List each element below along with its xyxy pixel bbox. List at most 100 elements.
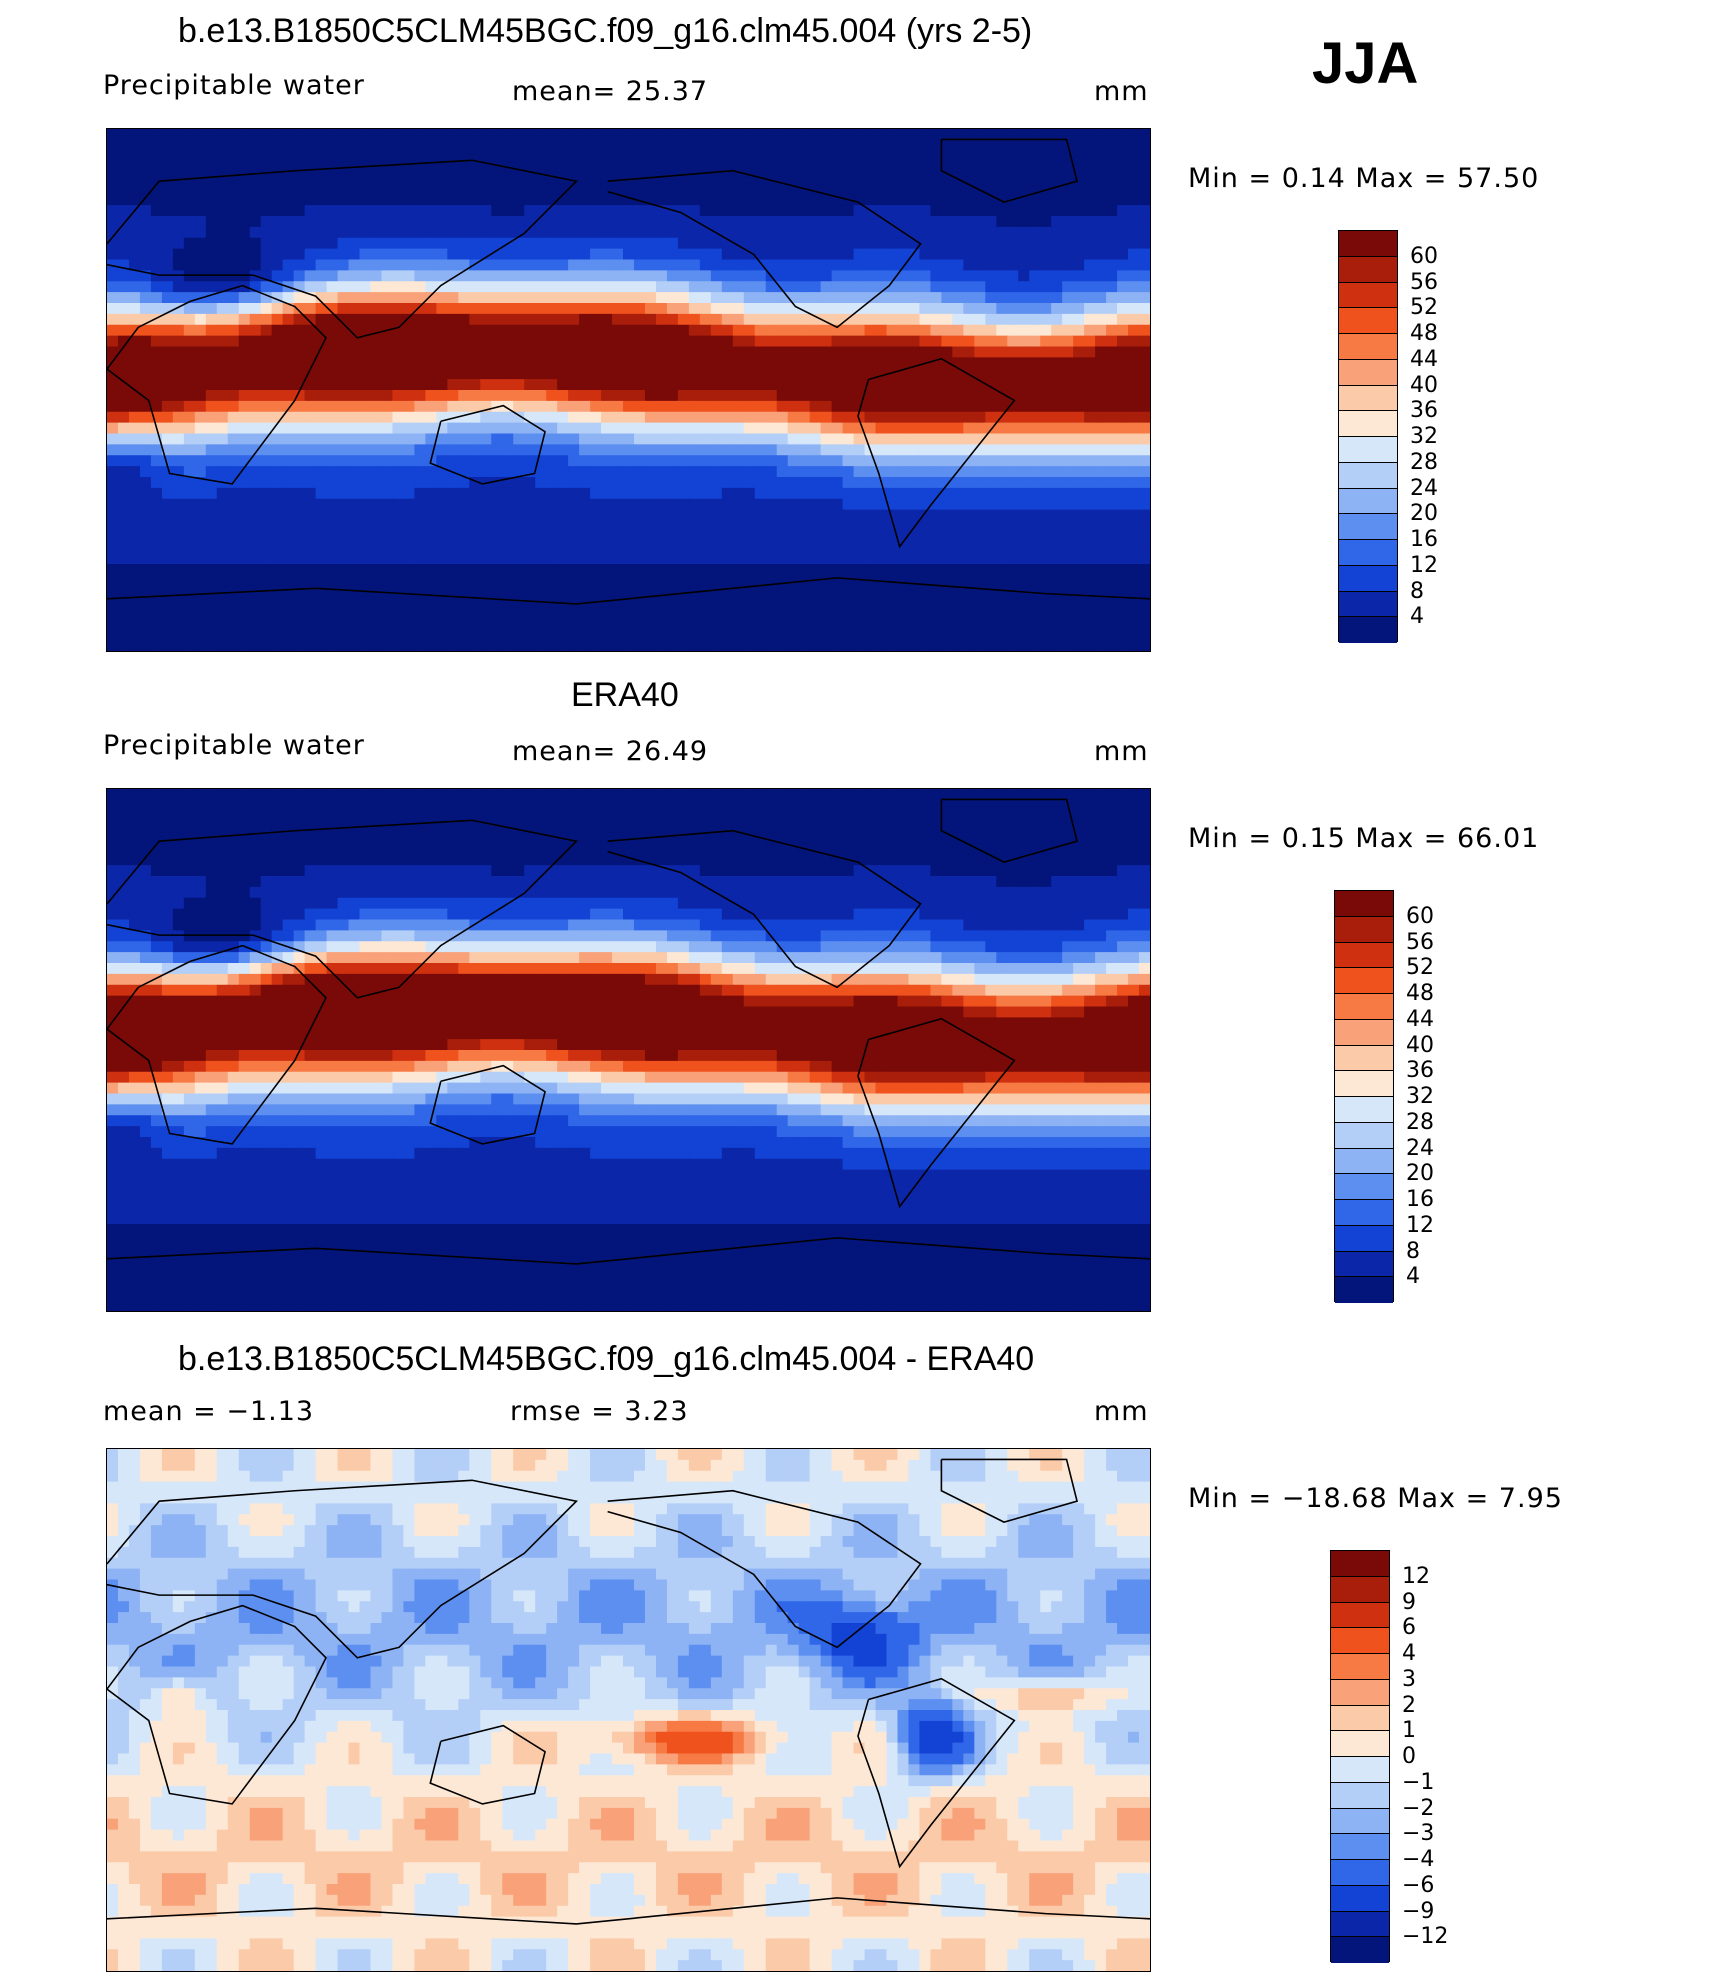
field-cell — [161, 821, 174, 834]
field-cell — [897, 292, 910, 304]
field-cell — [392, 183, 405, 195]
field-cell — [1117, 400, 1129, 413]
field-cell — [107, 335, 119, 348]
field-cell — [633, 629, 646, 641]
field-cell — [820, 520, 833, 532]
field-cell — [776, 629, 789, 641]
field-cell — [260, 161, 273, 174]
field-cell — [809, 172, 822, 184]
field-cell — [974, 161, 986, 174]
field-cell — [1018, 574, 1030, 587]
field-cell — [875, 564, 888, 576]
field-cell — [183, 357, 196, 369]
field-cell — [677, 411, 690, 424]
field-cell — [985, 292, 997, 304]
field-cell — [864, 237, 877, 250]
field-cell — [1106, 574, 1118, 587]
field-cell — [513, 194, 525, 206]
field-cell — [425, 422, 437, 435]
field-cell — [1062, 357, 1074, 369]
field-cell — [282, 161, 295, 174]
field-cell — [688, 433, 701, 445]
field-cell — [996, 542, 1008, 554]
field-cell — [732, 520, 745, 532]
field-cell — [897, 215, 910, 228]
field-cell — [612, 313, 624, 326]
field-cell — [469, 789, 481, 801]
field-cell — [930, 346, 942, 358]
field-cell — [1062, 270, 1074, 282]
field-cell — [557, 161, 569, 174]
field-cell — [480, 324, 492, 337]
field-cell — [150, 487, 163, 500]
field-cell — [963, 640, 975, 651]
field-cell — [150, 585, 163, 598]
field-cell — [172, 357, 185, 369]
field-cell — [480, 574, 492, 587]
field-cell — [469, 390, 481, 402]
field-cell — [623, 368, 635, 380]
field-cell — [326, 281, 339, 293]
field-cell — [644, 509, 657, 522]
field-cell — [919, 292, 932, 304]
field-cell — [820, 313, 833, 326]
field-cell — [985, 455, 997, 467]
field-cell — [1095, 183, 1107, 195]
field-cell — [677, 466, 690, 478]
field-cell — [820, 215, 833, 228]
field-cell — [754, 629, 767, 641]
field-cell — [172, 129, 185, 141]
field-cell — [403, 215, 416, 228]
field-cell — [1139, 194, 1150, 206]
field-cell — [403, 553, 416, 565]
field-cell — [601, 215, 613, 228]
field-cell — [293, 205, 306, 217]
field-cell — [1106, 821, 1118, 834]
field-cell — [271, 640, 284, 651]
field-cell — [1095, 129, 1107, 141]
field-cell — [271, 629, 284, 641]
field-cell — [458, 444, 470, 456]
field-cell — [677, 810, 690, 823]
field-cell — [403, 248, 416, 261]
field-cell — [776, 281, 789, 293]
field-cell — [633, 150, 646, 163]
field-cell — [491, 357, 503, 369]
field-cell — [601, 379, 613, 391]
field-cell — [853, 411, 866, 424]
field-cell — [425, 400, 437, 413]
field-cell — [963, 183, 975, 195]
field-cell — [853, 335, 866, 348]
field-cell — [260, 487, 273, 500]
field-cell — [535, 400, 547, 413]
field-cell — [502, 553, 514, 565]
field-cell — [963, 248, 975, 261]
field-cell — [831, 487, 844, 500]
field-cell — [721, 585, 734, 598]
field-cell — [721, 487, 734, 500]
field-cell — [623, 585, 635, 598]
field-cell — [260, 789, 273, 801]
field-cell — [644, 411, 657, 424]
field-cell — [710, 444, 723, 456]
panel1-units-label: mm — [1094, 76, 1149, 107]
field-cell — [875, 640, 888, 651]
field-cell — [754, 390, 767, 402]
field-cell — [886, 629, 899, 641]
field-cell — [655, 455, 668, 467]
field-cell — [798, 139, 811, 152]
field-cell — [172, 618, 185, 630]
field-cell — [205, 346, 218, 358]
field-cell — [348, 237, 361, 250]
field-cell — [1095, 553, 1107, 565]
field-cell — [996, 618, 1008, 630]
field-cell — [249, 248, 262, 261]
field-cell — [447, 400, 459, 413]
field-cell — [842, 379, 855, 391]
field-cell — [765, 411, 778, 424]
field-cell — [128, 346, 141, 358]
field-cell — [293, 574, 306, 587]
field-cell — [315, 346, 328, 358]
field-cell — [546, 150, 558, 163]
field-cell — [732, 335, 745, 348]
